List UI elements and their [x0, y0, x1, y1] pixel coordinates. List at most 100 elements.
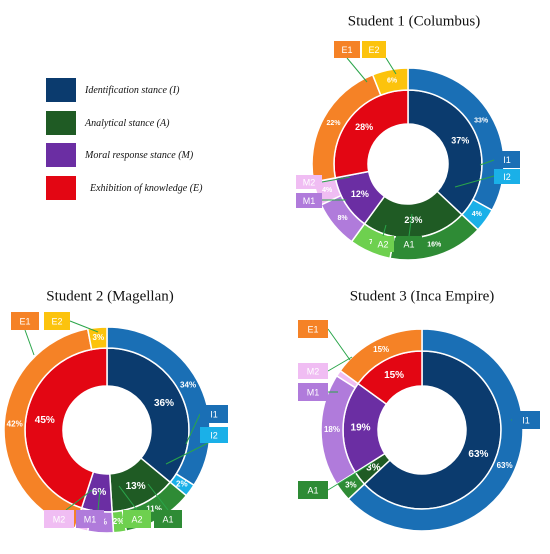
- donut-chart-student-3: Student 3 (Inca Empire) 63% 3% 19% 15% 63% 3% 1…: [298, 288, 540, 532]
- callout-box-M1: [296, 193, 322, 208]
- outer-label-I1: 63%: [497, 461, 513, 470]
- outer-label-A1: 3%: [345, 480, 357, 489]
- outer-label-I2: 4%: [472, 211, 483, 218]
- inner-label-E: 45%: [35, 415, 55, 426]
- outer-label-M2: 4%: [322, 187, 333, 194]
- callout-box-I1: [512, 411, 540, 429]
- callout-label-M1: M1: [303, 196, 316, 206]
- callout-box-I1: [494, 151, 520, 168]
- callout-box-A2: [372, 236, 394, 252]
- chart-title: Student 1 (Columbus): [348, 13, 481, 29]
- outer-label-M1: 18%: [324, 425, 340, 434]
- callout-line-M2: [65, 489, 93, 511]
- callout-box-E1: [334, 41, 360, 58]
- inner-label-M: 19%: [351, 423, 371, 434]
- callout-line-I1: [185, 413, 201, 445]
- legend-label-I: Identification stance (I): [84, 85, 180, 96]
- callout-label-A2: A2: [131, 514, 142, 524]
- inner-label-A: 23%: [404, 215, 422, 225]
- callout-line-A2: [382, 224, 387, 237]
- callout-label-A1: A1: [403, 239, 414, 249]
- callout-box-E2: [362, 41, 386, 58]
- outer-slice-E2: [371, 67, 409, 97]
- callout-label-I1: I1: [522, 415, 530, 425]
- outer-label-I1: 33%: [474, 118, 489, 125]
- inner-label-I: 37%: [451, 136, 469, 146]
- donut-chart-student-1: Student 1 (Columbus) 37% 23% 12% 28% 33% 4% 16%…: [296, 13, 520, 261]
- callout-line-A1: [408, 213, 413, 237]
- inner-label-A: 3%: [366, 462, 381, 473]
- callout-label-A1: A1: [162, 514, 173, 524]
- outer-label-E2: 3%: [93, 333, 105, 342]
- legend-label-E: Exhibition of knowledge (E): [89, 183, 203, 194]
- outer-label-E1: 15%: [373, 345, 389, 354]
- inner-label-A: 13%: [126, 481, 146, 492]
- outer-label-M1: 8%: [337, 215, 348, 222]
- callout-label-E1: E1: [307, 324, 318, 334]
- callout-label-M2: M2: [53, 514, 66, 524]
- outer-label-E1: 22%: [327, 120, 342, 127]
- callout-box-M2: [296, 175, 322, 189]
- callout-label-E2: E2: [368, 45, 379, 55]
- callout-label-E2: E2: [51, 316, 62, 326]
- callout-label-M1: M1: [307, 387, 320, 397]
- legend: Identification stance (I) Analytical stan…: [46, 78, 203, 200]
- legend-label-A: Analytical stance (A): [84, 118, 170, 129]
- callout-line-E1: [24, 329, 35, 356]
- outer-slice-I1: [347, 328, 524, 532]
- callout-box-A2: [123, 510, 151, 528]
- chart-title: Student 3 (Inca Empire): [350, 288, 495, 304]
- callout-label-I2: I2: [503, 172, 511, 182]
- callout-box-I2: [200, 427, 228, 443]
- callout-label-I1: I1: [210, 409, 218, 419]
- callout-box-M1: [298, 383, 328, 401]
- inner-label-M: 12%: [351, 189, 369, 199]
- outer-label-A1: 11%: [146, 505, 162, 514]
- outer-label-I1: 34%: [180, 381, 196, 390]
- callout-box-E2: [44, 312, 70, 330]
- callout-label-A2: A2: [377, 239, 388, 249]
- outer-label-E1: 42%: [7, 419, 23, 428]
- outer-slice-E1: [339, 328, 423, 385]
- callout-label-E1: E1: [341, 45, 352, 55]
- callout-label-M2: M2: [307, 366, 320, 376]
- callout-line-M2: [321, 176, 351, 183]
- callout-line-A1: [327, 462, 373, 491]
- callout-box-E1: [298, 320, 328, 338]
- outer-slice-E2: [86, 326, 108, 351]
- callout-box-A1: [298, 481, 328, 499]
- callout-line-E1: [346, 57, 368, 83]
- inner-label-I: 36%: [154, 398, 174, 409]
- callout-label-A1: A1: [307, 485, 318, 495]
- callout-line-M2: [327, 356, 353, 372]
- callout-line-E1: [327, 328, 351, 361]
- callout-line-I2: [454, 175, 495, 188]
- callout-line-A2: [118, 485, 138, 511]
- inner-label-M: 6%: [92, 487, 107, 498]
- callout-label-M1: M1: [84, 514, 97, 524]
- callout-box-M2: [44, 510, 74, 528]
- legend-swatch-M: [46, 143, 76, 167]
- callout-line-I1: [479, 159, 495, 166]
- callout-box-I2: [494, 169, 520, 184]
- outer-label-I2: 2%: [176, 479, 188, 488]
- callout-label-I2: I2: [210, 430, 218, 440]
- callout-box-A1: [154, 510, 182, 528]
- legend-label-M: Moral response stance (M): [84, 150, 194, 161]
- outer-label-A1: 16%: [427, 242, 442, 249]
- callout-line-I2: [165, 442, 209, 465]
- callout-box-I1: [200, 405, 228, 423]
- callout-box-M1: [76, 510, 104, 528]
- callout-line-E2: [385, 57, 397, 75]
- legend-swatch-I: [46, 78, 76, 102]
- callout-label-I1: I1: [503, 155, 511, 165]
- outer-label-E2: 6%: [387, 77, 398, 84]
- callout-label-M2: M2: [303, 177, 316, 187]
- callout-line-M1: [97, 489, 101, 511]
- inner-label-E: 15%: [384, 370, 404, 381]
- inner-label-E: 28%: [355, 122, 373, 132]
- legend-swatch-E: [46, 176, 76, 200]
- chart-title: Student 2 (Magellan): [46, 288, 173, 304]
- legend-swatch-A: [46, 111, 76, 135]
- callout-line-E2: [69, 320, 99, 333]
